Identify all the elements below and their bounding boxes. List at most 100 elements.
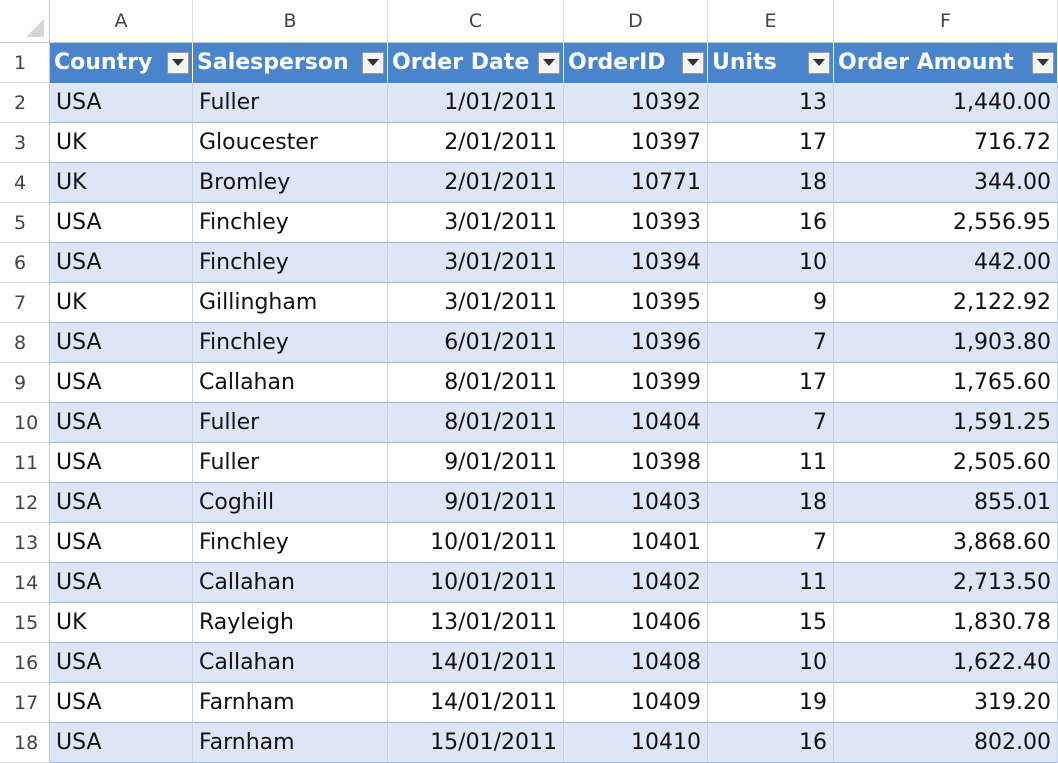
table-cell[interactable]: 3/01/2011 (388, 243, 564, 283)
table-cell[interactable]: 15/01/2011 (388, 723, 564, 763)
header-cell[interactable]: Units (708, 43, 834, 83)
table-cell[interactable]: UK (50, 163, 193, 203)
table-cell[interactable]: Gloucester (193, 123, 388, 163)
table-cell[interactable]: Finchley (193, 243, 388, 283)
table-cell[interactable]: 855.01 (834, 483, 1058, 523)
row-header-5[interactable]: 5 (0, 203, 50, 243)
table-cell[interactable]: USA (50, 483, 193, 523)
header-cell[interactable]: Salesperson (193, 43, 388, 83)
table-cell[interactable]: USA (50, 723, 193, 763)
table-cell[interactable]: 2,122.92 (834, 283, 1058, 323)
table-cell[interactable]: Farnham (193, 723, 388, 763)
table-cell[interactable]: 10409 (564, 683, 708, 723)
table-cell[interactable]: 13 (708, 83, 834, 123)
column-header-c[interactable]: C (388, 0, 564, 43)
table-cell[interactable]: 2,556.95 (834, 203, 1058, 243)
row-header-18[interactable]: 18 (0, 723, 50, 763)
table-cell[interactable]: USA (50, 443, 193, 483)
table-cell[interactable]: Finchley (193, 203, 388, 243)
table-cell[interactable]: 10/01/2011 (388, 563, 564, 603)
table-cell[interactable]: Rayleigh (193, 603, 388, 643)
table-cell[interactable]: 7 (708, 323, 834, 363)
table-cell[interactable]: 10/01/2011 (388, 523, 564, 563)
table-cell[interactable]: 1,765.60 (834, 363, 1058, 403)
table-cell[interactable]: 10406 (564, 603, 708, 643)
row-header-3[interactable]: 3 (0, 123, 50, 163)
table-cell[interactable]: 10396 (564, 323, 708, 363)
table-cell[interactable]: Callahan (193, 643, 388, 683)
table-cell[interactable]: 15 (708, 603, 834, 643)
header-cell[interactable]: Country (50, 43, 193, 83)
chevron-down-icon[interactable] (167, 51, 189, 74)
table-cell[interactable]: 10 (708, 243, 834, 283)
table-cell[interactable]: 10395 (564, 283, 708, 323)
column-header-f[interactable]: F (834, 0, 1058, 43)
table-cell[interactable]: Coghill (193, 483, 388, 523)
row-header-6[interactable]: 6 (0, 243, 50, 283)
table-cell[interactable]: UK (50, 603, 193, 643)
table-cell[interactable]: USA (50, 643, 193, 683)
table-cell[interactable]: USA (50, 203, 193, 243)
row-header-7[interactable]: 7 (0, 283, 50, 323)
table-cell[interactable]: 11 (708, 563, 834, 603)
table-cell[interactable]: USA (50, 523, 193, 563)
table-cell[interactable]: UK (50, 123, 193, 163)
table-cell[interactable]: 1,903.80 (834, 323, 1058, 363)
table-cell[interactable]: 2,505.60 (834, 443, 1058, 483)
table-cell[interactable]: UK (50, 283, 193, 323)
table-cell[interactable]: 10397 (564, 123, 708, 163)
table-cell[interactable]: 10404 (564, 403, 708, 443)
table-cell[interactable]: 2/01/2011 (388, 123, 564, 163)
table-cell[interactable]: 7 (708, 523, 834, 563)
table-cell[interactable]: 19 (708, 683, 834, 723)
table-cell[interactable]: 14/01/2011 (388, 643, 564, 683)
header-cell[interactable]: OrderID (564, 43, 708, 83)
chevron-down-icon[interactable] (1032, 51, 1054, 74)
row-header-1[interactable]: 1 (0, 43, 50, 83)
column-header-d[interactable]: D (564, 0, 708, 43)
column-header-b[interactable]: B (193, 0, 388, 43)
column-header-a[interactable]: A (50, 0, 193, 43)
table-cell[interactable]: 319.20 (834, 683, 1058, 723)
table-cell[interactable]: 10403 (564, 483, 708, 523)
row-header-13[interactable]: 13 (0, 523, 50, 563)
table-cell[interactable]: 2/01/2011 (388, 163, 564, 203)
table-cell[interactable]: USA (50, 563, 193, 603)
row-header-10[interactable]: 10 (0, 403, 50, 443)
table-cell[interactable]: 9/01/2011 (388, 443, 564, 483)
table-cell[interactable]: 1/01/2011 (388, 83, 564, 123)
table-cell[interactable]: 3,868.60 (834, 523, 1058, 563)
table-cell[interactable]: Fuller (193, 443, 388, 483)
table-cell[interactable]: 716.72 (834, 123, 1058, 163)
row-header-14[interactable]: 14 (0, 563, 50, 603)
chevron-down-icon[interactable] (682, 51, 704, 74)
table-cell[interactable]: 1,440.00 (834, 83, 1058, 123)
table-cell[interactable]: 10392 (564, 83, 708, 123)
table-cell[interactable]: 18 (708, 163, 834, 203)
table-cell[interactable]: Bromley (193, 163, 388, 203)
row-header-9[interactable]: 9 (0, 363, 50, 403)
column-header-e[interactable]: E (708, 0, 834, 43)
header-cell[interactable]: Order Amount (834, 43, 1058, 83)
table-cell[interactable]: Fuller (193, 403, 388, 443)
table-cell[interactable]: USA (50, 243, 193, 283)
table-cell[interactable]: 10402 (564, 563, 708, 603)
row-header-16[interactable]: 16 (0, 643, 50, 683)
table-cell[interactable]: 16 (708, 723, 834, 763)
select-all-icon[interactable] (0, 0, 50, 43)
table-cell[interactable]: USA (50, 83, 193, 123)
table-cell[interactable]: 1,830.78 (834, 603, 1058, 643)
table-cell[interactable]: 10 (708, 643, 834, 683)
table-cell[interactable]: Callahan (193, 363, 388, 403)
table-cell[interactable]: 1,622.40 (834, 643, 1058, 683)
table-cell[interactable]: 802.00 (834, 723, 1058, 763)
row-header-12[interactable]: 12 (0, 483, 50, 523)
row-header-8[interactable]: 8 (0, 323, 50, 363)
table-cell[interactable]: 16 (708, 203, 834, 243)
table-cell[interactable]: 1,591.25 (834, 403, 1058, 443)
table-cell[interactable]: 442.00 (834, 243, 1058, 283)
row-header-4[interactable]: 4 (0, 163, 50, 203)
table-cell[interactable]: USA (50, 403, 193, 443)
table-cell[interactable]: 10399 (564, 363, 708, 403)
row-header-15[interactable]: 15 (0, 603, 50, 643)
